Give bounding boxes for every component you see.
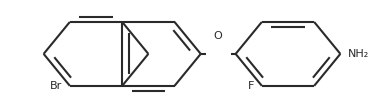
Text: Br: Br bbox=[50, 81, 62, 91]
Text: F: F bbox=[248, 81, 254, 91]
Text: NH₂: NH₂ bbox=[348, 49, 369, 59]
Text: O: O bbox=[214, 31, 223, 41]
